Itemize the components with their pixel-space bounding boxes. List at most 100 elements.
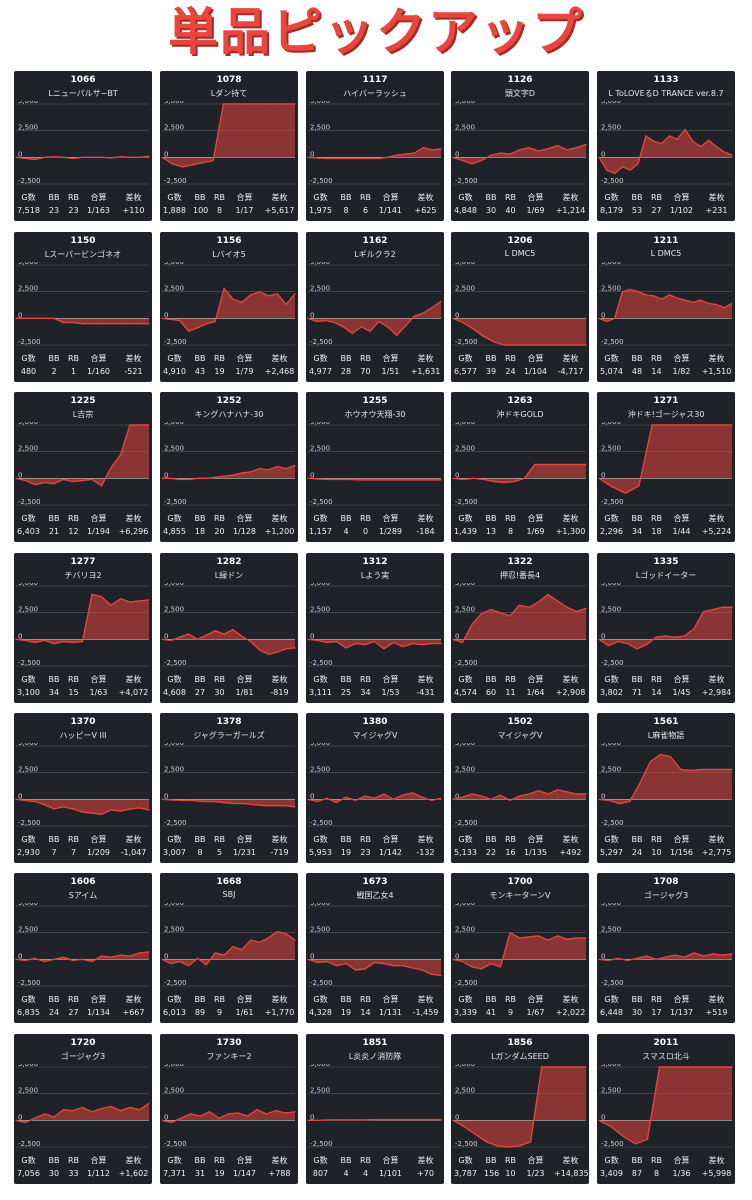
data-point <box>513 480 515 483</box>
data-point <box>690 769 692 772</box>
combined-odds-value: 1/61 <box>235 1008 254 1017</box>
stats-table: G数 BB RB 合算 差枚 807 4 4 1/101 +70 <box>308 1154 442 1182</box>
data-point <box>474 1133 476 1135</box>
data-point <box>480 159 483 162</box>
data-point <box>342 157 345 159</box>
stats-header: RB <box>359 514 372 523</box>
data-point <box>15 477 17 479</box>
slump-chart: 5,000 2,500 0 -2,500 <box>307 903 442 987</box>
stats-table: G数 BB RB 合算 差枚 3,111 25 34 1/53 -431 <box>308 673 442 701</box>
data-point <box>34 641 36 644</box>
data-point <box>528 793 530 795</box>
stats-header: G数 <box>167 995 182 1004</box>
data-point <box>402 646 404 648</box>
area-fill <box>453 594 586 643</box>
stats-header: RB <box>359 1156 372 1165</box>
data-point <box>373 961 376 964</box>
data-point <box>452 638 454 640</box>
data-point <box>148 323 150 325</box>
data-point <box>53 483 55 485</box>
data-point <box>316 639 319 641</box>
coin-diff-value: +5,224 <box>701 527 732 536</box>
stats-header: RB <box>650 995 663 1004</box>
stats-table: G数 BB RB 合算 差枚 6,577 39 24 1/104 -4,717 <box>453 352 587 380</box>
slump-chart: 5,000 2,500 0 -2,500 <box>598 903 733 987</box>
data-point <box>208 1111 211 1113</box>
y-tick-label: -2,500 <box>601 659 624 667</box>
stats-header: 合算 <box>90 1156 107 1165</box>
y-tick-label: 0 <box>164 311 168 319</box>
stats-header: G数 <box>313 675 328 684</box>
coin-diff-value: -1,047 <box>120 848 147 857</box>
y-tick-label: -2,500 <box>601 979 624 987</box>
stats-header: 差枚 <box>271 835 288 844</box>
machine-number: 1282 <box>216 557 242 567</box>
stats-header: 合算 <box>673 835 690 844</box>
combined-odds-value: 1/64 <box>526 688 545 697</box>
data-point <box>284 805 286 807</box>
stats-table: G数 BB RB 合算 差枚 5,133 22 16 1/135 +492 <box>453 833 587 861</box>
coin-diff-value: +1,300 <box>555 527 586 536</box>
stats-header: G数 <box>21 1156 36 1165</box>
data-point <box>246 1115 249 1117</box>
stats-header: BB <box>340 835 352 844</box>
chart-panel: 1668 SBJ 5,000 2,500 0 -2,500 G数 BB RB 合算 差枚 6,013 8… <box>160 873 298 1023</box>
data-point <box>351 332 353 334</box>
y-tick-label: 5,000 <box>164 743 184 747</box>
stats-value-row: 3,007 8 5 1/231 -719 <box>162 846 296 859</box>
y-tick-label: 0 <box>18 632 22 640</box>
bb-value: 31 <box>194 1169 206 1178</box>
data-point <box>418 1119 420 1121</box>
stats-header: 合算 <box>527 835 544 844</box>
data-point <box>575 147 578 149</box>
machine-number: 1066 <box>70 75 96 85</box>
data-point <box>364 968 366 970</box>
y-tick-label: 0 <box>310 632 314 640</box>
machine-name: Lよう実 <box>360 571 390 580</box>
stats-header: RB <box>213 193 226 202</box>
data-point <box>351 157 353 159</box>
y-tick-label: 0 <box>455 792 459 800</box>
data-point <box>354 643 357 645</box>
chart-panel: 1561 L麻雀物語 5,000 2,500 0 -2,500 G数 BB RB 合算 差枚 5,29… <box>597 713 735 863</box>
rb-value: 10 <box>505 1169 516 1178</box>
data-point <box>342 326 345 328</box>
y-tick-label: 2,500 <box>310 606 330 614</box>
data-point <box>383 963 385 965</box>
data-point <box>100 485 103 487</box>
data-point <box>518 149 521 151</box>
y-tick-label: 2,500 <box>310 766 330 774</box>
chart-panel: 1206 L DMC5 5,000 2,500 0 -2,500 G数 BB RB 合算 差枚 6,5… <box>451 232 589 382</box>
coin-diff-value: +6,296 <box>118 527 149 536</box>
y-tick-label: 5,000 <box>601 1064 621 1068</box>
games-value: 807 <box>312 1169 329 1178</box>
y-tick-label: 5,000 <box>310 743 330 747</box>
data-point <box>188 478 190 480</box>
data-point <box>490 154 492 156</box>
data-point <box>110 604 112 606</box>
machine-number: 1211 <box>653 236 679 246</box>
games-value: 4,977 <box>309 367 332 376</box>
data-point <box>452 477 454 479</box>
coin-diff-value: +1,631 <box>410 367 441 376</box>
area-fill <box>308 639 441 649</box>
data-point <box>100 955 103 957</box>
slump-chart: 5,000 2,500 0 -2,500 <box>598 262 733 346</box>
data-point <box>129 601 131 603</box>
data-point <box>452 798 454 800</box>
data-point <box>202 800 204 803</box>
data-point <box>461 796 464 798</box>
machine-number: 1606 <box>70 877 96 887</box>
data-point <box>233 803 235 805</box>
stats-header: RB <box>213 995 226 1004</box>
stats-header: RB <box>67 1156 80 1165</box>
stats-table: G数 BB RB 合算 差枚 6,835 24 27 1/134 +667 <box>16 993 150 1021</box>
games-value: 3,111 <box>309 688 332 697</box>
data-point <box>471 966 473 968</box>
data-point <box>715 146 717 148</box>
y-tick-label: 5,000 <box>310 101 330 105</box>
games-value: 4,848 <box>454 206 477 215</box>
data-point <box>676 138 678 140</box>
data-point <box>53 958 55 960</box>
stats-header: BB <box>631 675 643 684</box>
